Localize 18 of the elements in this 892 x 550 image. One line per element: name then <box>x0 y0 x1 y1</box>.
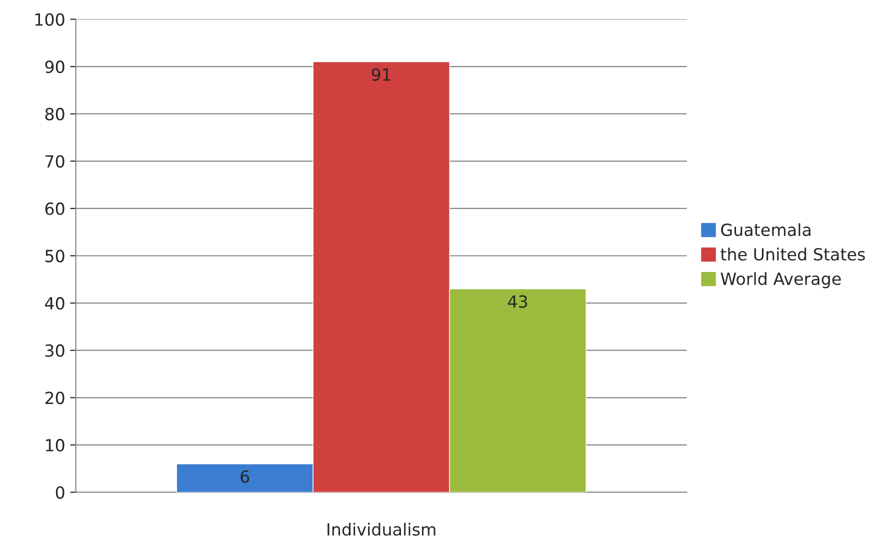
legend-label: World Average <box>720 272 841 288</box>
legend-label: Guatemala <box>721 223 810 236</box>
y-tick-label: 40 <box>45 297 64 310</box>
y-tick-label: 100 <box>35 13 64 26</box>
y-tick-label: 30 <box>45 344 64 357</box>
y-tick-label: 20 <box>45 392 64 404</box>
y-tick-label: 70 <box>46 155 64 168</box>
data-label: 91 <box>372 68 390 81</box>
data-label: 6 <box>240 470 250 483</box>
y-tick-label: 10 <box>46 438 64 452</box>
y-tick-label: 60 <box>45 202 64 216</box>
y-tick-label: 0 <box>56 486 64 499</box>
legend-label: the United States <box>720 248 865 261</box>
x-tick-label: Individualism <box>328 522 436 536</box>
y-tick-label: 80 <box>45 108 64 120</box>
y-tick-label: 90 <box>45 60 64 74</box>
y-tick-label: 50 <box>45 250 64 262</box>
data-label: 43 <box>508 295 528 308</box>
